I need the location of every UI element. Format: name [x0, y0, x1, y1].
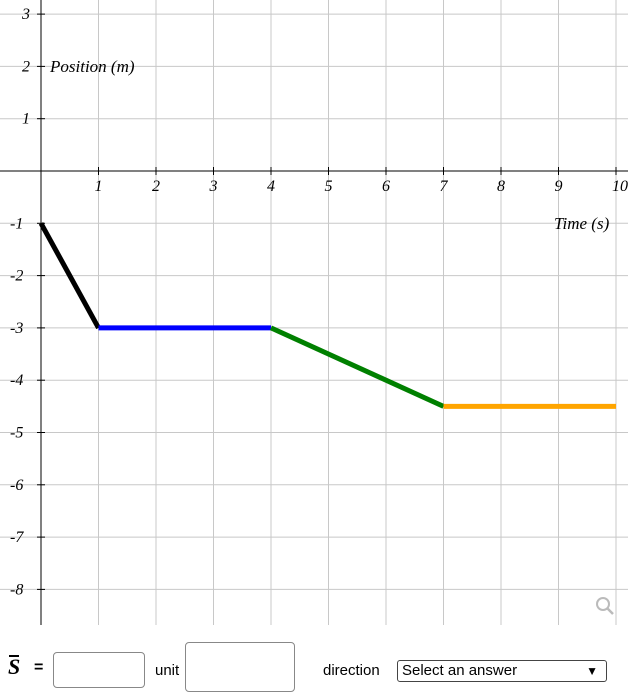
x-tick-label: 8	[497, 178, 505, 195]
chevron-down-icon: ▼	[586, 664, 598, 678]
unit-input[interactable]	[185, 642, 295, 692]
direction-select[interactable]: Select an answer ▼	[397, 660, 607, 682]
y-axis-title: Position (m)	[49, 57, 135, 76]
line-segment-3	[269, 325, 445, 409]
y-tick-label: -2	[10, 268, 23, 285]
answer-row: S = unit direction Select an answer ▼	[0, 636, 628, 696]
y-tick-label: -8	[10, 581, 23, 598]
y-tick-label: -5	[10, 425, 23, 442]
displacement-symbol-letter: S	[8, 654, 21, 679]
x-tick-label: 1	[95, 178, 103, 195]
equals-sign: =	[34, 659, 44, 676]
chart-series	[38, 222, 616, 409]
displacement-symbol: S	[8, 654, 20, 680]
direction-label: direction	[323, 662, 380, 679]
y-tick-label: 1	[22, 111, 30, 128]
x-tick-label: 5	[325, 178, 333, 195]
x-tick-label: 6	[382, 178, 390, 195]
chart-axes	[0, 0, 628, 625]
magnifier-icon[interactable]	[596, 597, 614, 615]
x-tick-label: 2	[152, 178, 160, 195]
y-tick-label: -4	[10, 372, 23, 389]
chart-tick-labels: 1 2 3 4 5 6 7 8 9 10 3 2 1 -1 -2 -3 -4 -5 -6 -7 -8	[10, 6, 628, 598]
y-tick-label: -1	[10, 215, 23, 232]
x-tick-label: 10	[612, 178, 628, 195]
y-tick-label: 2	[22, 58, 30, 75]
y-tick-label: 3	[21, 6, 30, 23]
x-axis-title: Time (s)	[554, 214, 610, 233]
y-tick-label: -6	[10, 477, 23, 494]
line-segment-1	[38, 222, 101, 330]
x-tick-label: 9	[555, 178, 563, 195]
x-tick-label: 4	[267, 178, 275, 195]
x-tick-label: 7	[440, 178, 449, 195]
displacement-value-input[interactable]	[53, 652, 145, 688]
unit-label: unit	[155, 662, 180, 679]
direction-select-value: Select an answer	[402, 662, 518, 679]
position-time-graph: 1 2 3 4 5 6 7 8 9 10 3 2 1 -1 -2 -3 -4 -5 -6 -7 -8 Position …	[0, 0, 628, 625]
y-tick-label: -7	[10, 529, 24, 546]
y-tick-label: -3	[10, 320, 23, 337]
x-tick-label: 3	[209, 178, 218, 195]
chart-grid	[0, 0, 628, 625]
